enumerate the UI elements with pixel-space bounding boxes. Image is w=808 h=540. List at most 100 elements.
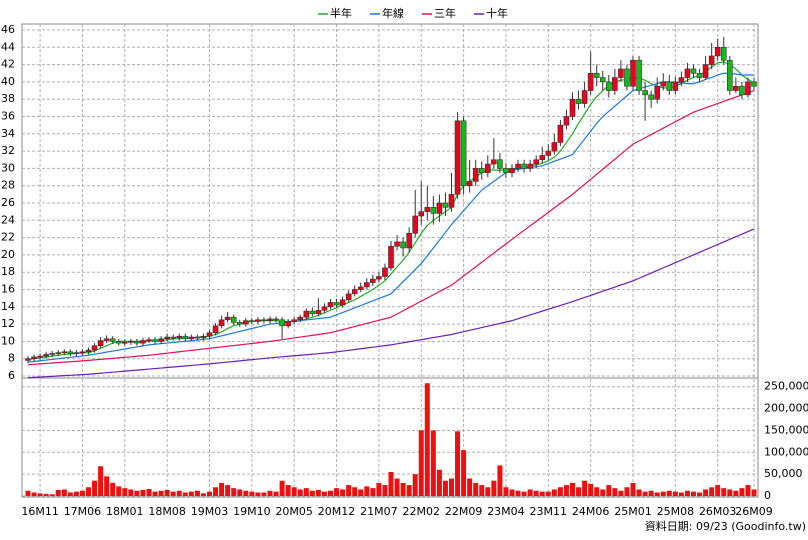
candle-body	[630, 59, 636, 87]
volume-bar	[715, 485, 721, 496]
volume-bar	[67, 492, 73, 496]
x-tick-label: 23M11	[530, 505, 568, 518]
volume-bar	[570, 482, 575, 496]
candle-body	[200, 335, 207, 339]
volume-bar	[691, 491, 696, 496]
volume-bar	[340, 489, 346, 496]
candle-body	[587, 72, 594, 91]
volume-bar	[539, 491, 545, 496]
volume-bar	[55, 489, 61, 496]
candle-body	[575, 98, 582, 104]
y-tick-label: 10	[1, 334, 15, 347]
volume-bar	[376, 482, 382, 496]
candle-body	[212, 325, 219, 334]
volume-bar	[745, 485, 751, 496]
candle-body	[146, 339, 152, 341]
candle-body	[327, 302, 334, 308]
candle-body	[370, 278, 376, 283]
volume-bar	[491, 480, 497, 496]
volume-bar	[273, 491, 279, 496]
candle-body	[642, 90, 648, 96]
x-tick-label: 21M07	[360, 505, 398, 518]
candle-body	[563, 116, 570, 126]
volume-bar	[442, 480, 448, 496]
y-tick-label: 32	[1, 144, 15, 157]
volume-bar	[449, 478, 454, 496]
volume-bar	[606, 485, 612, 496]
volume-bar	[73, 491, 79, 496]
candle-body	[188, 336, 195, 340]
candle-body	[466, 181, 473, 186]
y-tick-label: 26	[1, 196, 15, 209]
candle-body	[605, 81, 612, 91]
candle-body	[176, 335, 183, 339]
volume-bar	[86, 487, 91, 496]
volume-bar	[92, 480, 98, 496]
candle-body	[672, 81, 679, 91]
volume-tick-label: 200,000	[764, 402, 808, 415]
volume-bar	[479, 485, 485, 496]
candle-body	[230, 316, 237, 323]
candle-body	[357, 286, 364, 290]
volume-bar	[285, 485, 291, 496]
candle-body	[164, 336, 170, 340]
volume-bar	[545, 491, 551, 496]
candle-body	[708, 55, 715, 65]
volume-bar	[291, 487, 297, 496]
candle-body	[412, 215, 419, 234]
candle-body	[103, 338, 110, 341]
volume-bar	[279, 480, 285, 496]
volume-bar	[642, 491, 648, 496]
candle-body	[122, 341, 128, 344]
volume-bar	[400, 482, 406, 496]
volume-bar	[612, 488, 618, 496]
candle-body	[376, 276, 382, 280]
candle-body	[545, 150, 552, 156]
candle-body	[67, 351, 74, 354]
volume-bar	[79, 490, 85, 496]
volume-bar	[709, 487, 715, 496]
y-tick-label: 42	[1, 58, 15, 71]
volume-bar	[219, 482, 225, 496]
volume-bar	[521, 491, 527, 496]
candle-body	[448, 194, 455, 208]
volume-bar	[207, 491, 212, 496]
candle-body	[297, 316, 304, 321]
candle-body	[442, 202, 449, 208]
volume-bar	[176, 490, 182, 496]
volume-bar	[576, 487, 582, 496]
candle-body	[454, 120, 461, 195]
x-tick-label: 20M05	[275, 505, 313, 518]
candle-body	[491, 159, 497, 165]
candle-body	[37, 355, 43, 358]
volume-bar	[104, 476, 110, 496]
volume-bar	[146, 489, 152, 496]
candle-body	[134, 341, 140, 344]
candle-body	[97, 340, 104, 347]
candle-body	[460, 120, 467, 186]
candle-body	[539, 155, 546, 161]
volume-bar	[527, 489, 533, 496]
candle-body	[690, 68, 697, 74]
candle-body	[261, 319, 267, 322]
volume-bar	[697, 492, 703, 496]
candle-body	[599, 77, 606, 83]
volume-bar	[485, 487, 491, 496]
volume-bar	[321, 491, 327, 496]
candle-body	[726, 59, 733, 91]
candle-body	[291, 319, 298, 322]
y-tick-label: 30	[1, 161, 15, 174]
candle-body	[363, 282, 370, 288]
volume-bar	[382, 485, 388, 496]
volume-bar	[630, 482, 636, 496]
volume-bar	[243, 490, 249, 496]
candle-body	[624, 68, 630, 87]
volume-bar	[170, 491, 176, 496]
volume-bar	[660, 491, 666, 496]
candle-body	[739, 85, 745, 96]
candle-body	[678, 77, 685, 83]
candle-body	[73, 352, 80, 354]
candle-body	[424, 207, 431, 212]
volume-bar	[424, 383, 430, 496]
volume-bar	[394, 478, 400, 496]
